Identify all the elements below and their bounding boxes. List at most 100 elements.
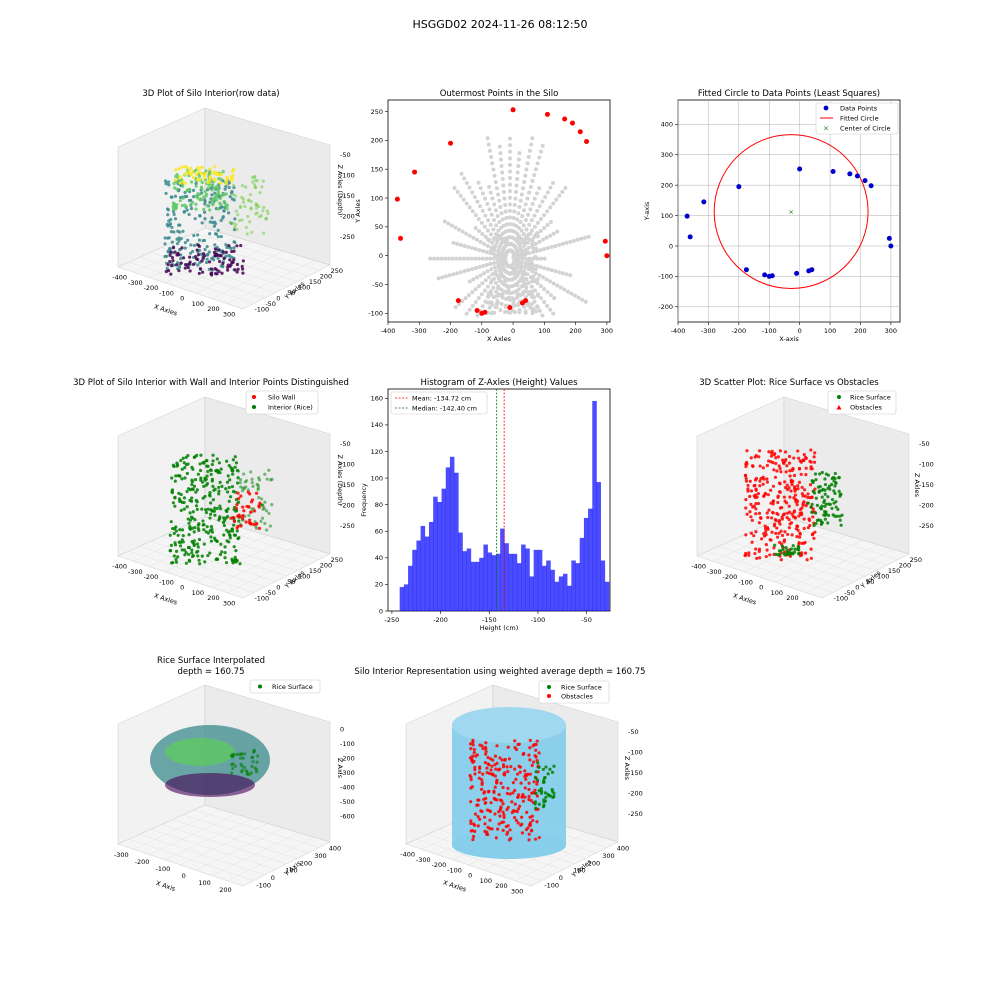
p3-data-point: [862, 178, 868, 184]
p7-grid: [194, 809, 320, 848]
p8-obstacle-point: [535, 782, 539, 786]
p8-obstacle-point: [516, 742, 520, 747]
p4-interior-point: [233, 465, 237, 469]
p1-ytick-label: 250: [331, 267, 343, 275]
p2-cloud-point: [555, 283, 560, 288]
p1-point: [166, 236, 170, 240]
p2-cloud-point: [531, 295, 536, 300]
p2-cloud-point: [464, 181, 469, 186]
p4-interior-point: [195, 542, 199, 546]
p2-cloud-point: [498, 157, 503, 162]
p2-cloud-point: [542, 256, 547, 261]
p1-point: [172, 181, 176, 186]
p4-interior-point: [209, 524, 214, 529]
p2-cloud-point: [492, 252, 497, 257]
p4-interior-point: [180, 548, 184, 552]
p1-point: [181, 256, 186, 260]
p2-cloud-point: [568, 273, 573, 278]
p2-cloud-point: [472, 194, 477, 199]
p2-cloud-point: [514, 223, 519, 228]
p6-obstacle-point: [751, 464, 755, 468]
p2-cloud-point: [476, 296, 481, 301]
p8-obstacle-point: [486, 832, 490, 837]
p6-obstacle-point: [784, 457, 788, 462]
p1-point: [236, 267, 240, 271]
p2-outer-point: [398, 235, 404, 241]
p2-cloud-point: [470, 290, 475, 295]
p6-rice-point: [830, 497, 835, 502]
p2-cloud-point: [528, 184, 533, 189]
p8-obstacle-point: [499, 781, 503, 785]
p8-obstacle-point: [502, 813, 506, 817]
p2-outer-point: [562, 116, 568, 122]
p2-cloud-point: [552, 296, 557, 301]
p5-hist-bar: [529, 576, 534, 611]
p2-outer-point: [569, 120, 575, 126]
p6-obstacle-point: [771, 502, 775, 506]
p1-point: [222, 209, 226, 213]
p1-point: [210, 257, 214, 261]
p2-cloud-point: [498, 293, 503, 298]
p2-cloud-point: [449, 223, 454, 228]
p2-cloud-point: [529, 142, 534, 147]
p4-wall-point: [250, 498, 255, 502]
p4-interior-point: [173, 526, 177, 531]
p6-obstacle-point: [750, 540, 754, 544]
p4-interior-point: [180, 538, 184, 542]
p1-point: [210, 271, 214, 275]
p2-cloud-point: [539, 296, 544, 301]
p1-point: [189, 198, 193, 202]
p1-point: [166, 213, 170, 217]
p6-obstacle-point: [797, 542, 801, 546]
p1-point: [189, 243, 193, 247]
p8-obstacle-point: [527, 797, 531, 802]
p6-rice-point: [810, 502, 814, 506]
p1-point: [183, 190, 187, 195]
p8-obstacle-point: [469, 778, 473, 782]
p6-obstacle-point: [792, 510, 796, 514]
p4-interior-point: [215, 557, 220, 561]
p2-cloud-point: [453, 225, 458, 230]
p8-obstacle-point: [483, 815, 487, 819]
p1-point: [232, 246, 236, 250]
p1-point: [181, 196, 185, 200]
p1-xtick-label: -100: [159, 289, 174, 297]
p1-point: [254, 202, 258, 206]
p5-hist-bar: [533, 549, 539, 611]
figure-suptitle: HSGGD02 2024-11-26 08:12:50: [412, 18, 587, 31]
p2-cloud-point: [470, 190, 475, 195]
p4-interior-point: [228, 478, 232, 482]
p2-cloud-point: [524, 227, 529, 232]
p3-data-point: [736, 184, 742, 190]
p5-xtick-label: -150: [482, 616, 497, 624]
p2-cloud-point: [527, 148, 532, 153]
p2-cloud-point: [478, 204, 483, 209]
p5-hist-bar: [466, 548, 472, 611]
p6-rice-point: [810, 510, 814, 514]
p8-zlabel: Z Axles: [623, 756, 631, 781]
p1-point: [219, 172, 224, 176]
p4-interior-point: [226, 490, 230, 494]
p1-point: [166, 180, 171, 184]
p2-cloud-point: [484, 250, 489, 255]
p2-cloud-point: [482, 288, 487, 293]
p4-interior-point: [187, 533, 191, 537]
p8-rice-point: [533, 802, 537, 806]
p1-point: [200, 221, 204, 225]
p1-point: [224, 182, 228, 186]
p2-cloud-point: [515, 292, 520, 297]
p2-cloud-point: [499, 301, 504, 306]
p1-point: [211, 183, 215, 187]
p1-point: [226, 268, 230, 272]
p4-ytick-label: 200: [320, 561, 332, 569]
p4-interior-point: [219, 542, 223, 546]
p4-interior-point: [217, 489, 221, 493]
p1-point: [224, 243, 228, 247]
p1-point: [212, 224, 216, 228]
p4-interior-point: [172, 554, 176, 558]
p3-legend-marker-center: ×: [823, 125, 829, 133]
p4-interior-point: [211, 453, 215, 457]
p2-cloud-point: [499, 225, 504, 230]
p2-cloud-point: [540, 237, 545, 242]
p1-xtick-label: 300: [223, 310, 235, 318]
